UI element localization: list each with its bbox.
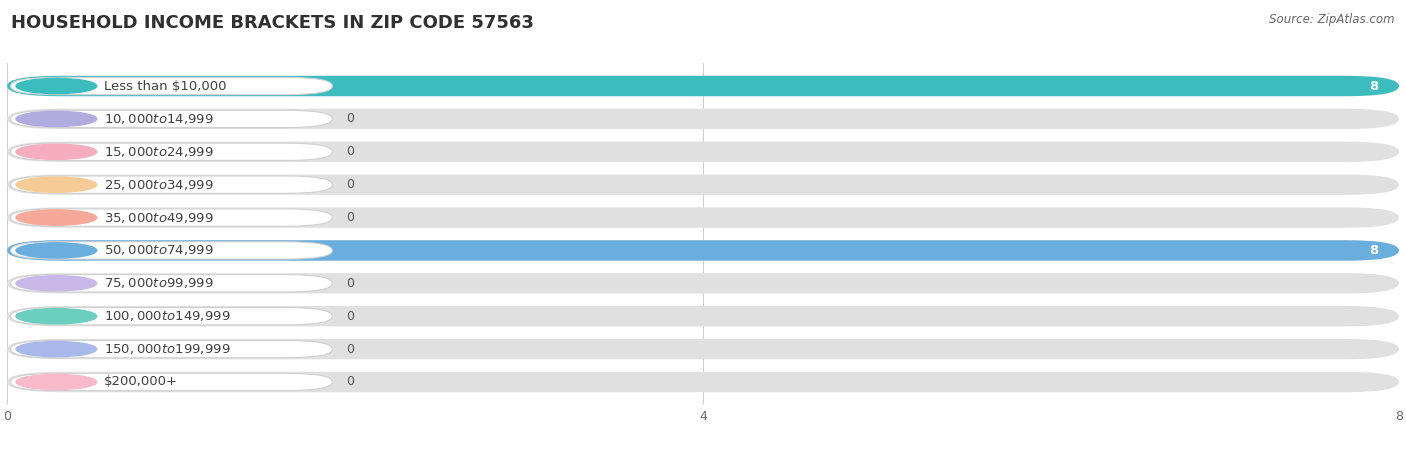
FancyBboxPatch shape [7,273,1399,293]
Text: Source: ZipAtlas.com: Source: ZipAtlas.com [1270,14,1395,27]
FancyBboxPatch shape [7,109,1399,129]
FancyBboxPatch shape [7,142,1399,162]
Text: $50,000 to $74,999: $50,000 to $74,999 [104,243,214,257]
FancyBboxPatch shape [10,143,332,161]
Text: $25,000 to $34,999: $25,000 to $34,999 [104,178,214,192]
FancyBboxPatch shape [10,307,332,325]
FancyBboxPatch shape [10,209,332,226]
Text: 0: 0 [346,375,354,388]
FancyBboxPatch shape [10,110,332,127]
FancyBboxPatch shape [7,306,1399,326]
Text: 0: 0 [346,112,354,126]
Text: $200,000+: $200,000+ [104,375,177,388]
Text: 0: 0 [346,145,354,158]
Circle shape [15,243,97,258]
Circle shape [15,111,97,126]
Text: $10,000 to $14,999: $10,000 to $14,999 [104,112,214,126]
FancyBboxPatch shape [7,240,1399,261]
FancyBboxPatch shape [7,175,1399,195]
Circle shape [15,309,97,324]
FancyBboxPatch shape [7,372,1399,392]
Circle shape [15,78,97,94]
Text: 0: 0 [346,277,354,290]
Text: 0: 0 [346,178,354,191]
Text: $35,000 to $49,999: $35,000 to $49,999 [104,211,214,225]
Text: 0: 0 [346,211,354,224]
Circle shape [15,210,97,225]
Text: 8: 8 [1369,244,1378,257]
Text: Less than $10,000: Less than $10,000 [104,80,226,93]
FancyBboxPatch shape [10,274,332,292]
FancyBboxPatch shape [7,207,1399,228]
FancyBboxPatch shape [10,341,332,358]
Text: $75,000 to $99,999: $75,000 to $99,999 [104,276,214,290]
FancyBboxPatch shape [7,240,1399,261]
Circle shape [15,177,97,192]
Text: 0: 0 [346,310,354,323]
FancyBboxPatch shape [7,339,1399,359]
Text: $15,000 to $24,999: $15,000 to $24,999 [104,145,214,159]
Text: $100,000 to $149,999: $100,000 to $149,999 [104,309,231,323]
FancyBboxPatch shape [7,76,1399,96]
Text: HOUSEHOLD INCOME BRACKETS IN ZIP CODE 57563: HOUSEHOLD INCOME BRACKETS IN ZIP CODE 57… [11,14,534,32]
Text: 0: 0 [346,342,354,356]
FancyBboxPatch shape [10,374,332,391]
Text: 8: 8 [1369,80,1378,93]
Circle shape [15,374,97,390]
FancyBboxPatch shape [10,77,332,94]
FancyBboxPatch shape [10,176,332,194]
Text: $150,000 to $199,999: $150,000 to $199,999 [104,342,231,356]
Circle shape [15,276,97,291]
Circle shape [15,342,97,357]
Circle shape [15,144,97,159]
FancyBboxPatch shape [10,242,332,259]
FancyBboxPatch shape [7,76,1399,96]
